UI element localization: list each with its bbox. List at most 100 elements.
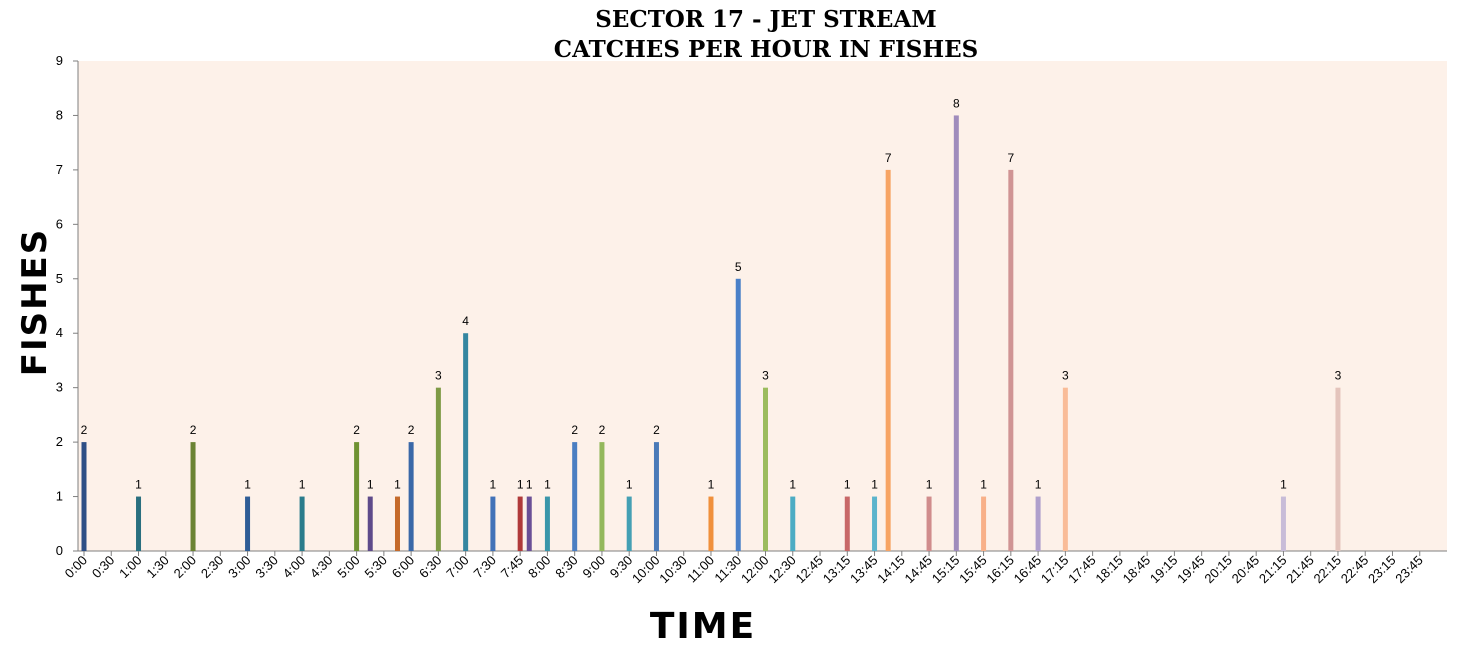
x-tick-label: 18:15 <box>1092 553 1126 587</box>
data-label: 1 <box>367 478 374 492</box>
bar <box>1008 169 1014 551</box>
bar <box>885 169 891 551</box>
x-tick-label: 3:30 <box>252 553 281 582</box>
chart-subtitle: CATCHES PER HOUR IN FISHES <box>554 36 978 63</box>
bar <box>1280 496 1286 551</box>
x-tick-label: 6:00 <box>389 553 418 582</box>
data-label: 2 <box>81 423 88 437</box>
y-tick-label: 5 <box>56 271 63 286</box>
axes <box>77 61 1447 552</box>
bar <box>599 442 605 551</box>
data-label: 1 <box>299 478 306 492</box>
bar <box>708 496 714 551</box>
data-label: 4 <box>462 314 469 328</box>
bar <box>367 496 373 551</box>
data-label: 1 <box>526 478 533 492</box>
y-tick-label: 1 <box>56 489 63 504</box>
data-label: 3 <box>1062 369 1069 383</box>
y-tick-label: 6 <box>56 216 63 231</box>
bar <box>394 496 400 551</box>
y-tick-label: 2 <box>56 434 63 449</box>
bar <box>844 496 850 551</box>
bar <box>463 333 469 551</box>
x-tick-label: 8:00 <box>525 553 554 582</box>
bar <box>544 496 550 551</box>
x-tick-label: 2:30 <box>198 553 227 582</box>
bar <box>1035 496 1041 551</box>
bar <box>299 496 305 551</box>
x-tick-label: 13:15 <box>820 553 854 587</box>
y-axis-ticks: 0 1 2 3 4 5 6 7 8 9 <box>56 53 78 558</box>
bar <box>136 496 142 551</box>
x-tick-label: 5:00 <box>334 553 363 582</box>
data-label: 2 <box>353 423 360 437</box>
data-label: 8 <box>953 96 960 110</box>
data-label: 1 <box>980 478 987 492</box>
data-label: 1 <box>844 478 851 492</box>
bar <box>526 496 532 551</box>
y-tick-label: 4 <box>56 325 63 340</box>
y-tick-label: 8 <box>56 107 63 122</box>
x-tick-label: 13:45 <box>847 553 881 587</box>
x-tick-label: 0:00 <box>62 553 91 582</box>
bar <box>81 442 87 551</box>
x-tick-label: 3:00 <box>225 553 254 582</box>
x-tick-label: 1:00 <box>116 553 145 582</box>
x-tick-label: 18:45 <box>1120 553 1154 587</box>
data-label: 3 <box>762 369 769 383</box>
bar <box>1335 387 1341 551</box>
x-tick-label: 20:45 <box>1229 553 1263 587</box>
bar <box>653 442 659 551</box>
data-label: 7 <box>885 151 892 165</box>
y-tick-label: 9 <box>56 53 63 68</box>
bar <box>953 115 959 551</box>
x-tick-label: 17:45 <box>1065 553 1099 587</box>
data-label: 1 <box>135 478 142 492</box>
x-tick-label: 22:15 <box>1310 553 1344 587</box>
x-tick-label: 19:45 <box>1174 553 1208 587</box>
y-tick-label: 3 <box>56 380 63 395</box>
x-tick-label: 4:00 <box>280 553 309 582</box>
bar <box>517 496 523 551</box>
x-tick-label: 1:30 <box>143 553 172 582</box>
data-label: 2 <box>408 423 415 437</box>
x-tick-label: 15:45 <box>956 553 990 587</box>
data-label: 1 <box>244 478 251 492</box>
x-tick-label: 0:30 <box>89 553 118 582</box>
x-tick-label: 6:30 <box>416 553 445 582</box>
x-tick-label: 19:15 <box>1147 553 1181 587</box>
bar <box>626 496 632 551</box>
x-tick-label: 15:15 <box>929 553 963 587</box>
x-tick-label: 16:15 <box>983 553 1017 587</box>
data-label: 1 <box>544 478 551 492</box>
data-label: 1 <box>789 478 796 492</box>
data-label: 1 <box>708 478 715 492</box>
chart-title: SECTOR 17 - JET STREAM <box>595 6 937 33</box>
bar <box>245 496 251 551</box>
plot-area <box>78 61 1447 551</box>
bar <box>872 496 878 551</box>
x-tick-label: 21:45 <box>1283 553 1317 587</box>
bar <box>790 496 796 551</box>
x-tick-label: 8:30 <box>552 553 581 582</box>
bar <box>190 442 196 551</box>
data-label: 1 <box>1280 478 1287 492</box>
bar <box>354 442 360 551</box>
bar <box>435 387 441 551</box>
y-tick-label: 0 <box>56 543 63 558</box>
x-tick-label: 22:45 <box>1338 553 1372 587</box>
data-label: 5 <box>735 260 742 274</box>
data-label: 1 <box>394 478 401 492</box>
x-tick-label: 14:15 <box>874 553 908 587</box>
data-label: 3 <box>1335 369 1342 383</box>
x-tick-label: 12:45 <box>793 553 827 587</box>
x-tick-label: 7:30 <box>471 553 500 582</box>
bar <box>490 496 496 551</box>
data-label: 7 <box>1007 151 1014 165</box>
data-label: 1 <box>1035 478 1042 492</box>
bar <box>1062 387 1068 551</box>
y-axis-label: FISHES <box>15 228 55 377</box>
data-label: 1 <box>926 478 933 492</box>
bar <box>408 442 414 551</box>
